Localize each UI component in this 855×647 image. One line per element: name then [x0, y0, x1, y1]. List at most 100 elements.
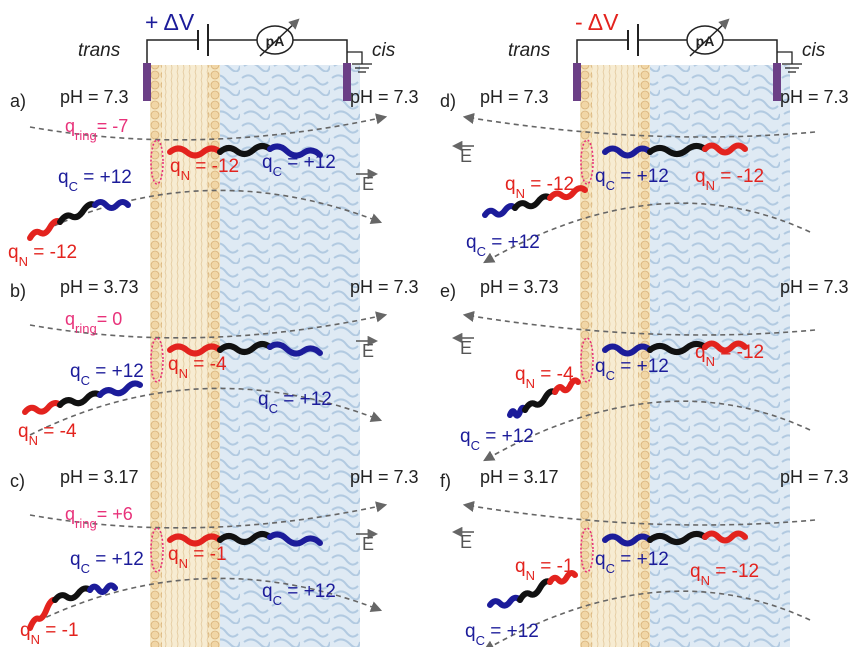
charge-label: qN = -1 — [20, 620, 79, 647]
wire — [577, 40, 777, 63]
charge-symbol: q — [262, 152, 273, 173]
voltage-label: + ΔV — [145, 9, 195, 35]
ph-cis: pH = 7.3 — [350, 87, 419, 107]
charge-symbol: q — [595, 166, 606, 187]
charge-value: = +12 — [90, 361, 144, 382]
ph-trans: pH = 3.17 — [60, 467, 139, 487]
ph-cis: pH = 7.3 — [780, 467, 849, 487]
ph-trans: pH = 3.73 — [480, 277, 559, 297]
charge-subscript: C — [81, 561, 90, 576]
charge-value: = +12 — [615, 166, 669, 187]
charge-symbol: q — [515, 556, 526, 577]
panel-label: a) — [10, 91, 26, 111]
charge-subscript: C — [273, 164, 282, 179]
charge-value: = -1 — [535, 556, 574, 577]
charge-value: = +12 — [282, 152, 336, 173]
charge-subscript: C — [69, 179, 78, 194]
charge-label: qring= -7 — [65, 116, 128, 143]
panel-label: c) — [10, 471, 25, 491]
charge-symbol: q — [595, 549, 606, 570]
polymer-segment — [30, 221, 60, 238]
charge-label: qN = -4 — [18, 421, 77, 448]
charge-value: = +12 — [486, 232, 540, 253]
ph-trans: pH = 3.17 — [480, 467, 559, 487]
ph-trans: pH = 3.73 — [60, 277, 139, 297]
charge-subscript: N — [706, 354, 715, 369]
ph-cis: pH = 7.3 — [780, 277, 849, 297]
charge-value: = +12 — [480, 426, 534, 447]
cis-label: cis — [802, 40, 826, 61]
field-label: E — [460, 146, 472, 166]
charge-subscript: C — [81, 373, 90, 388]
field-label: E — [460, 338, 472, 358]
field-label: E — [460, 532, 472, 552]
polymer-segment — [520, 581, 550, 600]
trans-label: trans — [78, 40, 121, 61]
charge-subscript: ring — [75, 516, 97, 531]
charge-value: = +12 — [615, 356, 669, 377]
charge-value: = -7 — [97, 116, 129, 136]
charge-label: qring= 0 — [65, 309, 122, 336]
charge-symbol: q — [70, 361, 81, 382]
charge-symbol: q — [695, 166, 706, 187]
charge-symbol: q — [515, 364, 526, 385]
panel-label: f) — [440, 471, 451, 491]
ph-cis: pH = 7.3 — [780, 87, 849, 107]
charge-symbol: q — [170, 156, 181, 177]
charge-subscript: N — [706, 178, 715, 193]
charge-label: qC = +12 — [466, 232, 540, 259]
charge-value: = -12 — [525, 174, 574, 195]
charge-value: = -12 — [715, 166, 764, 187]
charge-symbol: q — [460, 426, 471, 447]
charge-subscript: N — [179, 556, 188, 571]
charge-symbol: q — [465, 621, 476, 642]
polymer-segment — [95, 202, 128, 208]
panel-label: b) — [10, 281, 26, 301]
charge-symbol: q — [58, 167, 69, 188]
charge-subscript: C — [606, 178, 615, 193]
ammeter-label: pA — [266, 33, 285, 49]
charge-subscript: N — [701, 573, 710, 588]
charge-subscript: C — [269, 401, 278, 416]
figure: + ΔVtranscispAa)pH = 7.3pH = 7.3Eqring= … — [0, 0, 855, 647]
electrode — [573, 63, 581, 101]
wire — [147, 40, 347, 63]
polymer-segment — [525, 391, 555, 410]
trans-label: trans — [508, 40, 551, 61]
charge-subscript: N — [31, 632, 40, 647]
charge-label: qN = -12 — [8, 242, 77, 269]
charge-symbol: q — [505, 174, 516, 195]
charge-symbol: q — [65, 309, 75, 329]
charge-value: = +12 — [90, 549, 144, 570]
ph-cis: pH = 7.3 — [350, 277, 419, 297]
charge-value: = +12 — [615, 549, 669, 570]
electrode — [143, 63, 151, 101]
charge-symbol: q — [595, 356, 606, 377]
charge-label: qN = -4 — [515, 364, 574, 391]
ph-cis: pH = 7.3 — [350, 467, 419, 487]
charge-subscript: N — [19, 254, 28, 269]
polymer-segment — [490, 598, 520, 606]
charge-value: = 0 — [97, 309, 123, 329]
charge-value: = -1 — [40, 620, 79, 641]
charge-symbol: q — [168, 354, 179, 375]
field-label: E — [362, 174, 374, 194]
charge-subscript: C — [606, 561, 615, 576]
polymer-segment — [60, 204, 95, 222]
charge-symbol: q — [695, 342, 706, 363]
charge-value: = -12 — [28, 242, 77, 263]
charge-symbol: q — [18, 421, 29, 442]
charge-subscript: ring — [75, 128, 97, 143]
charge-value: = -12 — [190, 156, 239, 177]
voltage-label: - ΔV — [575, 9, 619, 35]
charge-subscript: N — [181, 168, 190, 183]
charge-label: qC = +12 — [58, 167, 132, 194]
charge-value: = -1 — [188, 544, 227, 565]
charge-subscript: C — [273, 593, 282, 608]
charge-label: qC = +12 — [460, 426, 534, 453]
charge-symbol: q — [262, 581, 273, 602]
charge-symbol: q — [70, 549, 81, 570]
charge-value: = +12 — [282, 581, 336, 602]
ph-trans: pH = 7.3 — [60, 87, 129, 107]
charge-subscript: N — [516, 186, 525, 201]
